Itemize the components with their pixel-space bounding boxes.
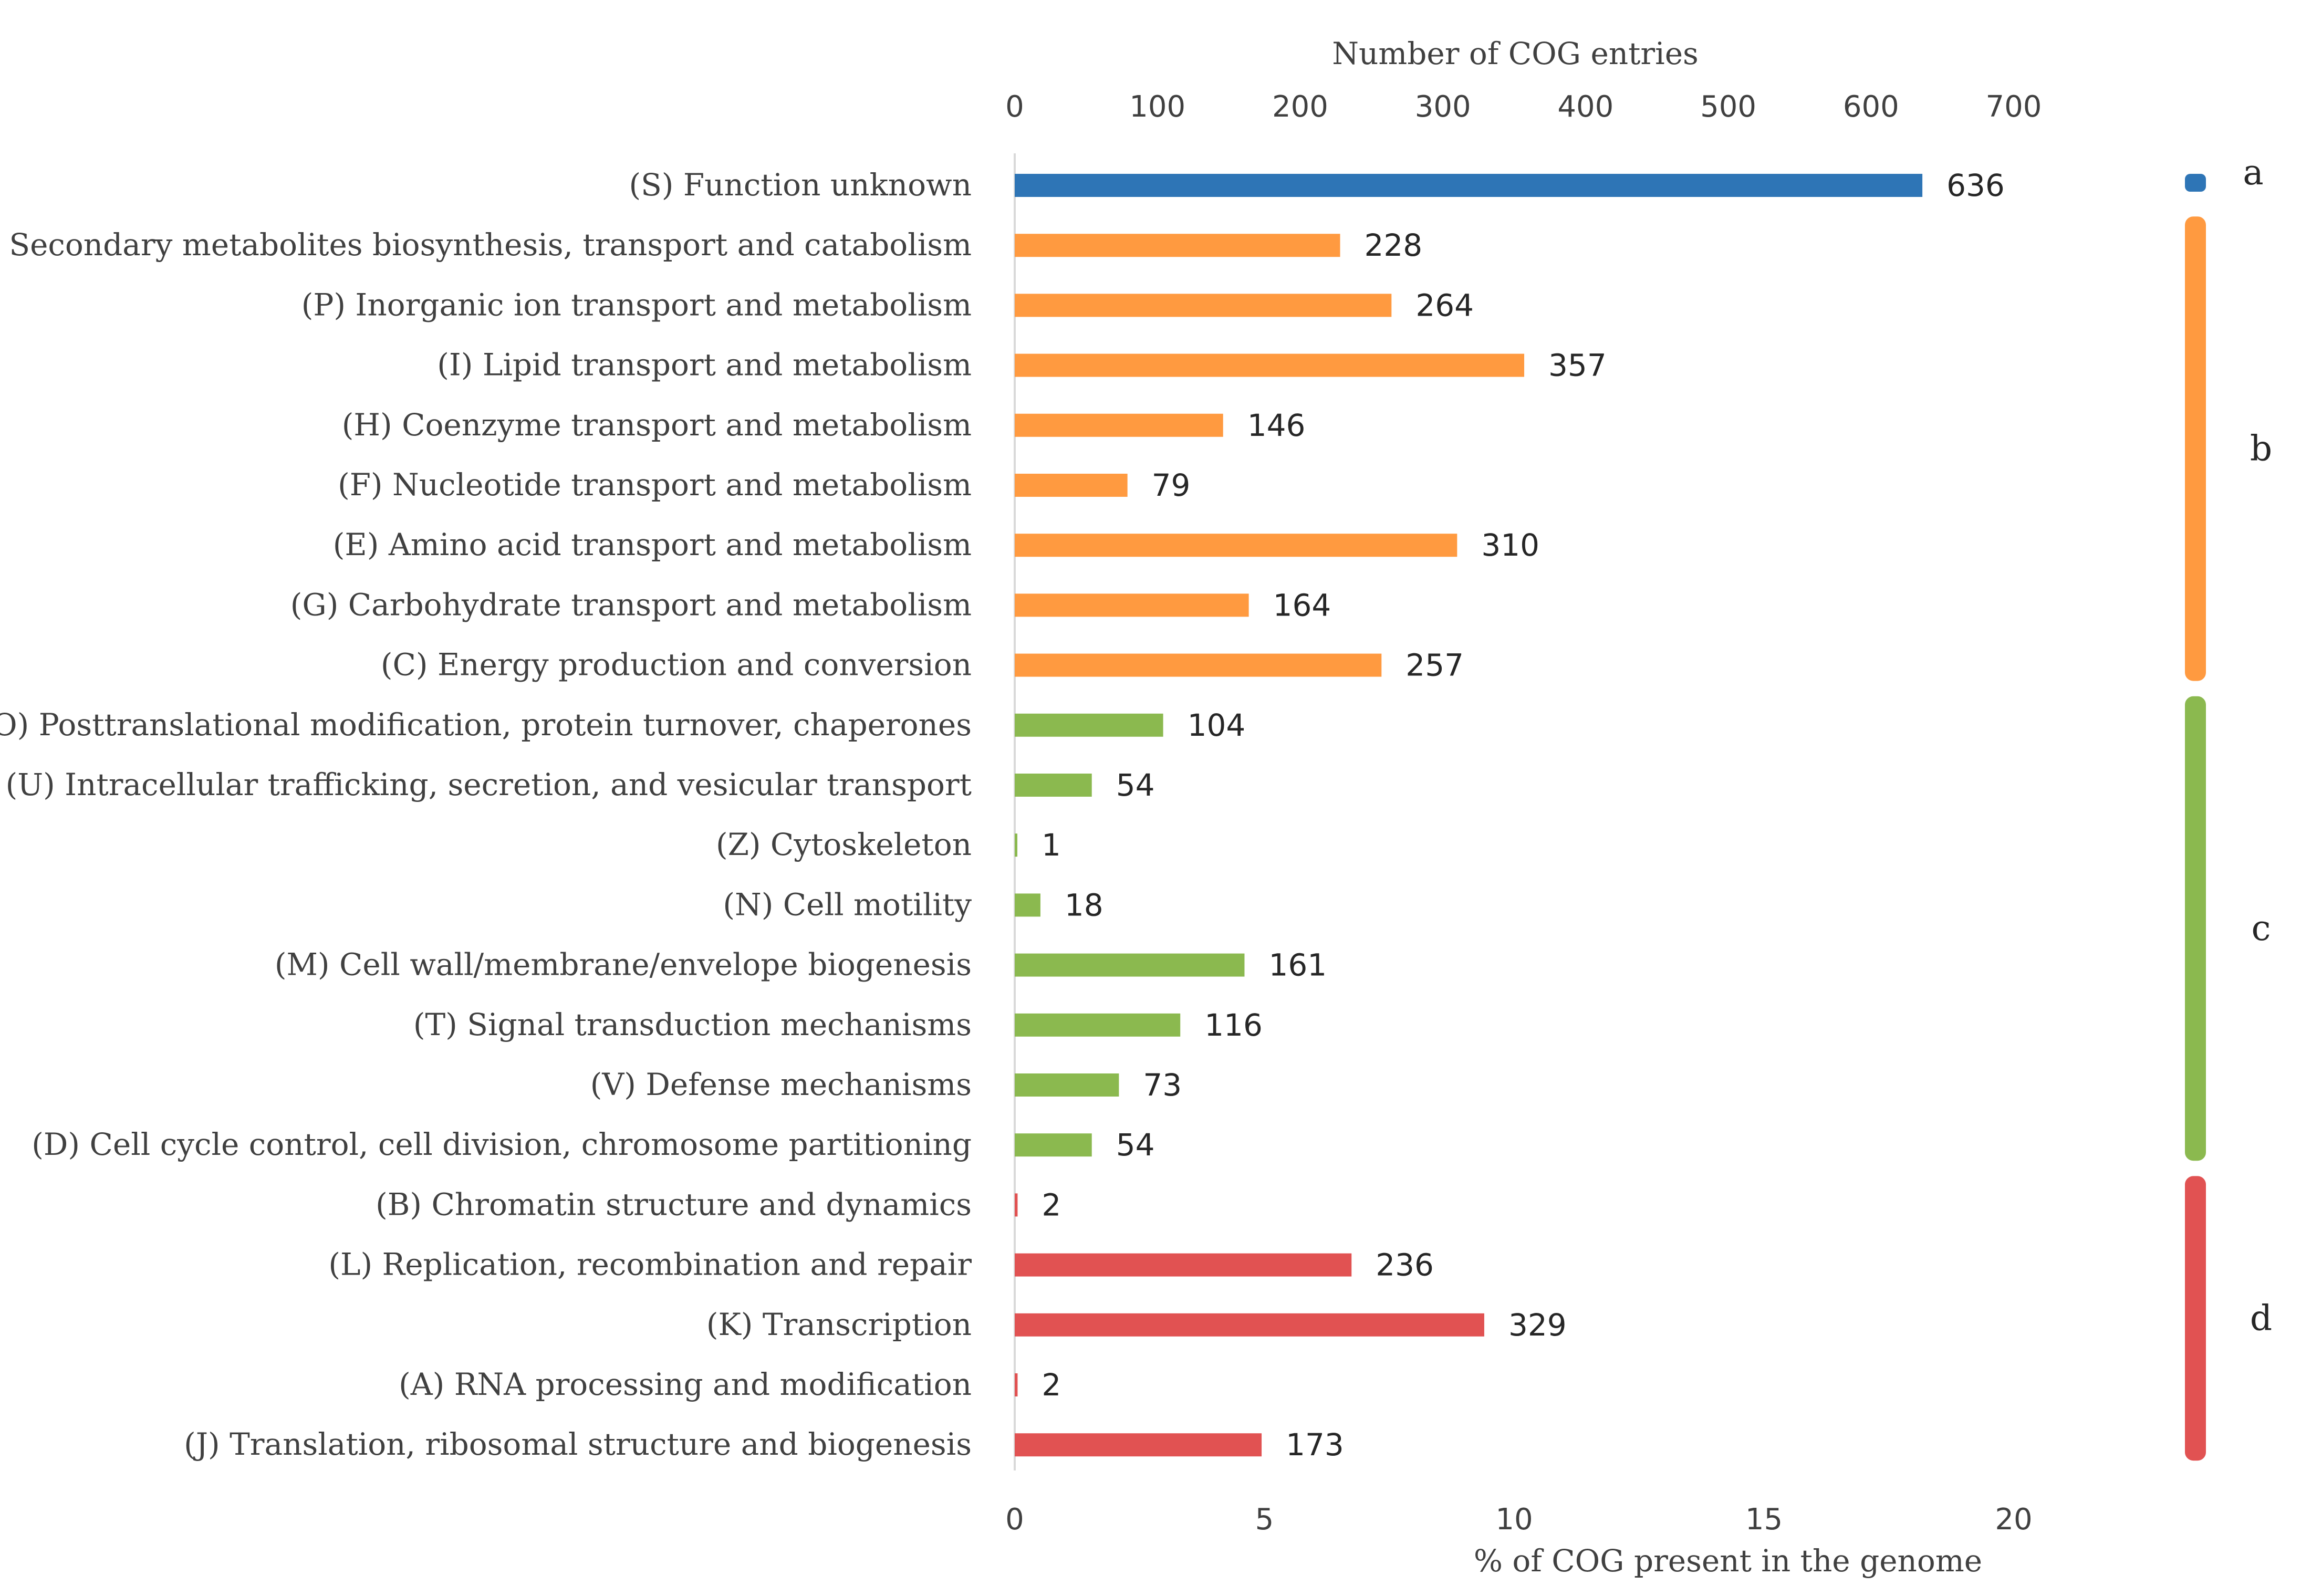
data-label: 54 xyxy=(1116,767,1155,803)
bar xyxy=(1015,713,1163,737)
data-label: 173 xyxy=(1286,1427,1344,1463)
bar xyxy=(1015,1073,1119,1097)
group-label-a: a xyxy=(2243,152,2263,193)
category-label: (S) Function unknown xyxy=(629,167,972,203)
group-label-b: b xyxy=(2250,428,2272,468)
bar xyxy=(1015,1193,1018,1217)
bar xyxy=(1015,1433,1262,1457)
data-label: 116 xyxy=(1204,1007,1263,1043)
top-tick-label: 500 xyxy=(1700,90,1756,124)
top-tick-label: 300 xyxy=(1415,90,1471,124)
category-label: (G) Carbohydrate transport and metabolis… xyxy=(290,587,972,622)
data-label: 164 xyxy=(1273,587,1331,623)
group-marker-a xyxy=(2185,174,2206,192)
top-tick-label: 0 xyxy=(1005,90,1024,124)
data-label: 264 xyxy=(1415,287,1474,323)
data-label: 146 xyxy=(1247,408,1306,443)
bars xyxy=(1015,174,1923,1457)
data-label: 104 xyxy=(1188,707,1246,743)
data-label: 161 xyxy=(1268,947,1327,983)
category-label: (U) Intracellular trafficking, secretion… xyxy=(6,767,972,802)
bottom-tick-label: 10 xyxy=(1495,1503,1533,1537)
category-label: (Z) Cytoskeleton xyxy=(716,827,972,862)
data-label: 636 xyxy=(1946,168,2005,203)
category-label: (I) Lipid transport and metabolism xyxy=(437,347,972,383)
bar xyxy=(1015,833,1017,857)
bar xyxy=(1015,1313,1484,1337)
bar xyxy=(1015,174,1923,197)
data-label: 329 xyxy=(1508,1307,1567,1343)
group-label-d: d xyxy=(2250,1298,2272,1338)
data-label: 54 xyxy=(1116,1127,1155,1163)
data-labels: 636 228 264 357 146 79 310 164 257 104 54 118 161116… xyxy=(1042,168,2005,1463)
data-label: 357 xyxy=(1548,348,1607,383)
bottom-axis-title: % of COG present in the genome xyxy=(1474,1543,1982,1579)
data-label: 18 xyxy=(1065,887,1103,923)
bottom-axis-ticks: 0 5 10 15 20 xyxy=(1005,1503,2032,1537)
data-label: 2 xyxy=(1042,1367,1061,1403)
top-axis-title: Number of COG entries xyxy=(1332,36,1699,71)
bar xyxy=(1015,1253,1352,1277)
category-label: (N) Cell motility xyxy=(723,886,972,922)
category-label: (Q) Secondary metabolites biosynthesis, … xyxy=(0,227,972,263)
data-label: 257 xyxy=(1405,648,1464,683)
category-labels: (S) Function unknown (Q) Secondary metabo… xyxy=(0,167,972,1462)
category-label: (C) Energy production and conversion xyxy=(381,647,972,683)
top-tick-label: 700 xyxy=(1986,90,2042,124)
top-tick-label: 200 xyxy=(1272,90,1328,124)
bar xyxy=(1015,1133,1092,1157)
bottom-tick-label: 20 xyxy=(1995,1503,2032,1537)
data-label: 2 xyxy=(1042,1187,1061,1223)
category-label: (T) Signal transduction mechanisms xyxy=(413,1007,972,1042)
top-axis-ticks: 0 100 200 300 400 500 600 700 xyxy=(1005,90,2042,124)
bar xyxy=(1015,774,1092,797)
bar xyxy=(1015,893,1040,917)
category-label: (V) Defense mechanisms xyxy=(590,1067,972,1102)
group-marker-b xyxy=(2185,216,2206,681)
category-label: (D) Cell cycle control, cell division, c… xyxy=(32,1126,972,1162)
bar xyxy=(1015,353,1525,377)
bar xyxy=(1015,1373,1018,1396)
category-label: (E) Amino acid transport and metabolism xyxy=(333,527,972,562)
data-label: 79 xyxy=(1152,467,1191,503)
bar xyxy=(1015,653,1382,677)
group-marker-c xyxy=(2185,696,2206,1161)
category-label: (L) Replication, recombination and repai… xyxy=(328,1247,972,1282)
category-label: (A) RNA processing and modification xyxy=(399,1366,972,1402)
data-label: 236 xyxy=(1376,1247,1434,1283)
category-label: (M) Cell wall/membrane/envelope biogenes… xyxy=(275,947,972,983)
bar xyxy=(1015,474,1128,497)
data-label: 73 xyxy=(1143,1067,1182,1103)
bar xyxy=(1015,413,1223,437)
bottom-tick-label: 5 xyxy=(1255,1503,1274,1537)
data-label: 1 xyxy=(1042,827,1061,863)
category-label: (F) Nucleotide transport and metabolism xyxy=(338,467,972,503)
group-marker-d xyxy=(2185,1176,2206,1461)
group-label-c: c xyxy=(2252,908,2271,948)
category-label: (O) Posttranslational modification, prot… xyxy=(0,707,972,743)
bar xyxy=(1015,1013,1181,1037)
bar xyxy=(1015,593,1249,617)
data-label: 228 xyxy=(1365,227,1423,263)
bar xyxy=(1015,953,1245,977)
bottom-tick-label: 0 xyxy=(1005,1503,1024,1537)
bar xyxy=(1015,234,1340,257)
category-label: (P) Inorganic ion transport and metaboli… xyxy=(301,287,972,322)
top-tick-label: 400 xyxy=(1557,90,1613,124)
top-tick-label: 600 xyxy=(1843,90,1899,124)
bar xyxy=(1015,534,1457,557)
group-markers: a b c d xyxy=(2185,152,2272,1461)
bar xyxy=(1015,294,1392,317)
bottom-tick-label: 15 xyxy=(1745,1503,1783,1537)
category-label: (J) Translation, ribosomal structure and… xyxy=(184,1426,972,1462)
category-label: (K) Transcription xyxy=(706,1307,972,1342)
category-label: (B) Chromatin structure and dynamics xyxy=(376,1186,972,1222)
data-label: 310 xyxy=(1481,527,1539,563)
top-tick-label: 100 xyxy=(1129,90,1185,124)
category-label: (H) Coenzyme transport and metabolism xyxy=(342,407,972,443)
